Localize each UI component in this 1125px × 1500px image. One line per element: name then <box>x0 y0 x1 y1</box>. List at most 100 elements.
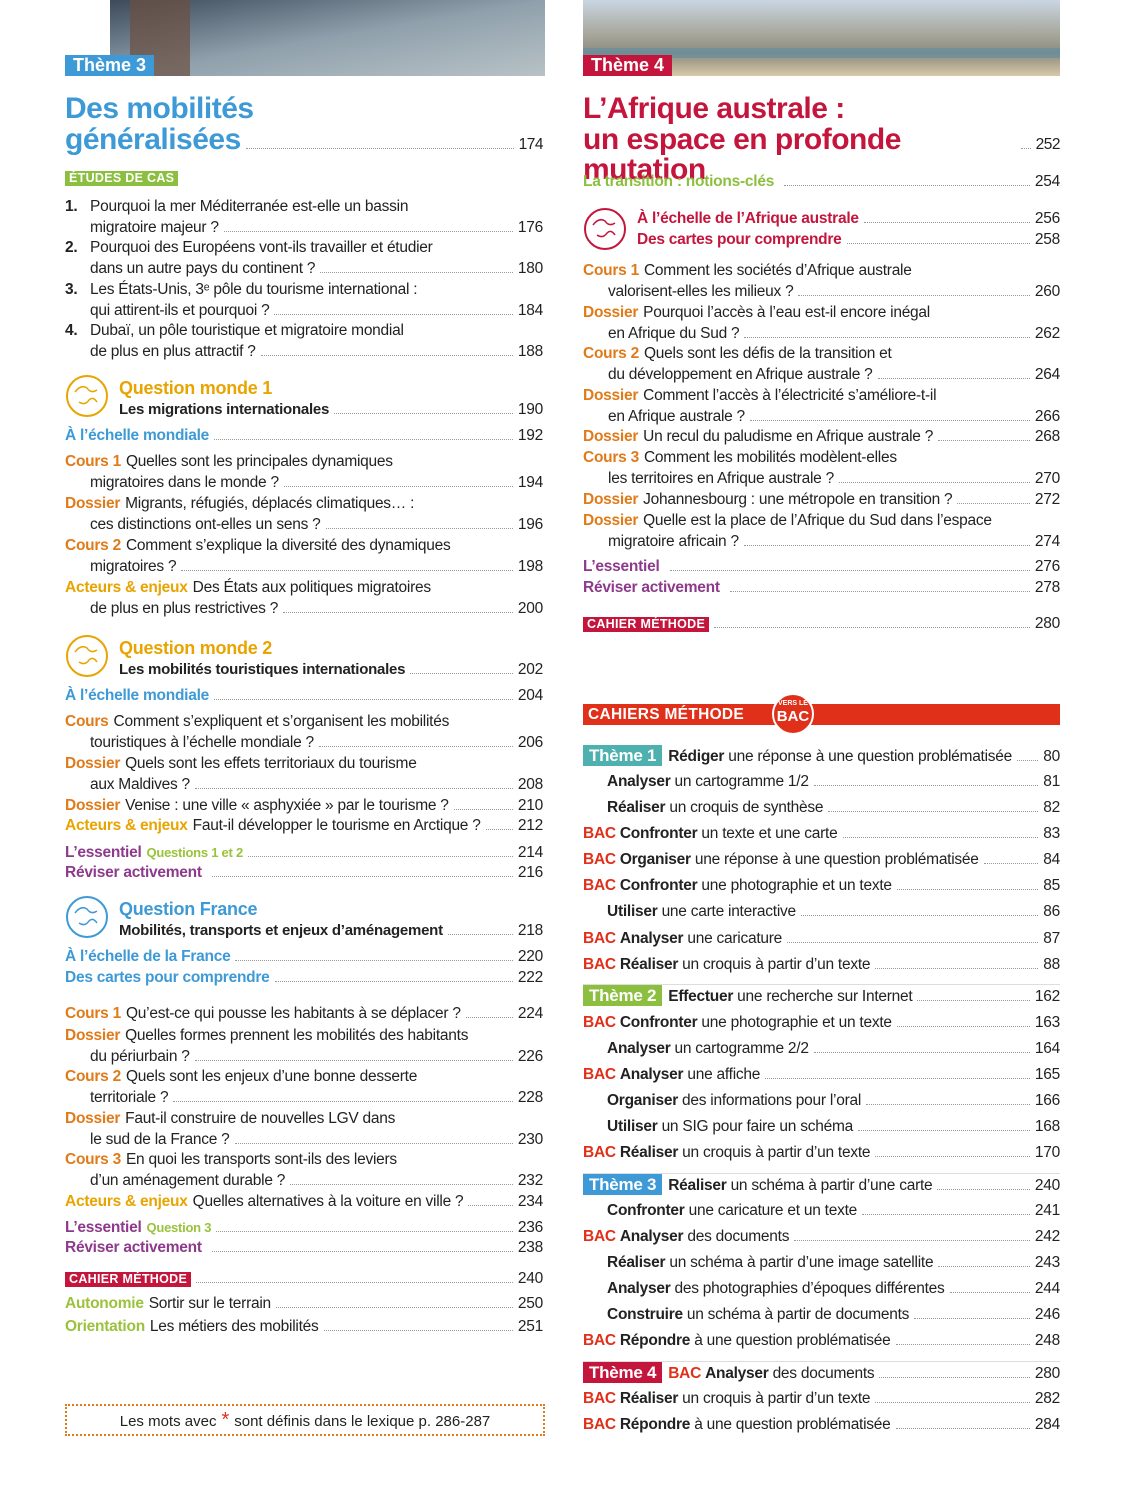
page-number: 280 <box>1034 1365 1060 1382</box>
toc-line: Cours Comment s’expliquent et s’organisen… <box>65 711 543 733</box>
toc-line: en Afrique australe ? 266 <box>608 406 1060 428</box>
method-text: une affiche <box>687 1066 761 1083</box>
dot-leader <box>875 1402 1030 1403</box>
page-number: 250 <box>517 1295 543 1312</box>
toc-line: valorisent-elles les milieux ? 260 <box>608 281 1060 303</box>
dot-leader <box>669 570 1030 571</box>
method-text: un croquis de synthèse <box>669 799 824 816</box>
dot-leader <box>957 503 1030 504</box>
globe-icon <box>66 635 108 677</box>
acteurs-label: Acteurs & enjeux <box>65 1193 188 1210</box>
item-text: Comment l’accès à l’électricité s’amélio… <box>643 387 937 404</box>
dot-leader <box>334 413 513 414</box>
toc-line: Cours 2 Comment s’explique la diversité d… <box>65 535 543 557</box>
item-text: Johannesbourg : une métropole en transit… <box>643 491 953 508</box>
method-verb: Organiser <box>619 851 691 868</box>
method-text: des documents <box>772 1365 875 1382</box>
item-text: Quelles alternatives à la voiture en vil… <box>192 1193 464 1210</box>
dot-leader <box>846 242 1030 244</box>
page-number: 268 <box>1034 428 1060 445</box>
dot-leader <box>749 419 1030 421</box>
method-verb: Rédiger <box>668 748 725 765</box>
page-number: 87 <box>1043 930 1060 947</box>
toc-line: Dossier Johannesbourg : une métropole en … <box>583 489 1060 511</box>
page-number: 83 <box>1043 825 1060 842</box>
icon-shape <box>74 906 98 926</box>
method-text: un croquis à partir d’un texte <box>682 1144 871 1161</box>
page-number: 234 <box>517 1193 543 1210</box>
dossier-label: Dossier <box>583 387 639 404</box>
toc-line: L’essentiel Questions 1 et 2 214 <box>65 842 543 864</box>
toc-line: le sud de la France ? 230 <box>90 1129 543 1151</box>
dot-leader <box>223 230 513 232</box>
toc-line: de plus en plus restrictives ? 200 <box>90 598 543 620</box>
icon-shape <box>592 218 616 238</box>
page-number: 162 <box>1034 988 1060 1005</box>
bac-label: BAC <box>583 956 616 973</box>
toc-line: Dossier Un recul du paludisme en Afrique … <box>583 426 1060 448</box>
cours-label: Cours 1 <box>65 453 121 470</box>
method-text: une carte interactive <box>661 903 797 920</box>
toc-line: À l’échelle mondiale 192 <box>65 425 543 447</box>
toc-line: migratoires dans le monde ? 194 <box>90 472 543 494</box>
dot-leader <box>447 934 513 935</box>
toc-line: À l’échelle de l’Afrique australe 256 <box>637 208 1060 230</box>
page-number: 190 <box>517 401 543 418</box>
page-number: 230 <box>517 1130 543 1148</box>
dot-leader <box>323 1330 513 1331</box>
title-text: L’Afrique australe : <box>583 92 845 125</box>
question-title: Question monde 2 <box>119 638 273 658</box>
item-text: Les États-Unis, 3ᵉ pôle du tourisme inte… <box>90 281 418 298</box>
reviser-label: Réviser activement <box>583 579 720 596</box>
question-subtitle: Mobilités, transports et enjeux d’aménag… <box>119 922 443 939</box>
toc-line: Réaliser un croquis de synthèse 82 <box>607 797 1060 819</box>
bac-label: BAC <box>583 877 616 894</box>
item-text: Comment s’expliquent et s’organisent les… <box>113 713 450 730</box>
dossier-label: Dossier <box>583 491 639 508</box>
toc-line: Cours 1 Comment les sociétés d’Afrique au… <box>583 260 1060 282</box>
dot-leader <box>828 811 1039 812</box>
dot-leader <box>216 1231 513 1232</box>
toc-line: Cours 3 Comment les mobilités modèlent-el… <box>583 447 1060 469</box>
item-text: Dubaï, un pôle touristique et migratoire… <box>90 322 404 339</box>
page-number: 174 <box>518 136 544 153</box>
title-line: L’Afrique australe : <box>583 94 1060 124</box>
dot-leader <box>938 440 1030 441</box>
toc-line: Dossier Quelles formes prennent les mobil… <box>65 1025 543 1047</box>
page-number: 210 <box>517 797 543 814</box>
dot-leader <box>465 1017 513 1018</box>
method-title: CAHIERS MÉTHODE <box>588 706 745 723</box>
item-text: Quelle est la place de l’Afrique du Sud … <box>643 512 992 529</box>
toc-line: Dossier Migrants, réfugiés, déplacés clim… <box>65 493 543 515</box>
page-number: 214 <box>517 844 543 861</box>
echelle-link: Des cartes pour comprendre <box>65 968 270 986</box>
toc-line: Thème 1 Rédiger une réponse à une question… <box>583 745 1060 767</box>
dot-leader <box>744 336 1030 338</box>
toc-line: Question France <box>119 898 543 920</box>
toc-line: Acteurs & enjeux Quelles alternatives à l… <box>65 1191 543 1213</box>
dot-leader <box>318 745 513 747</box>
bac-label: BAC <box>583 1332 616 1349</box>
page-number: 194 <box>517 473 543 491</box>
page-number: 284 <box>1034 1416 1060 1433</box>
toc-line: dans un autre pays du continent ? 180 <box>90 258 543 280</box>
dot-leader <box>214 699 513 700</box>
page-number: 180 <box>517 259 543 277</box>
page-number: 86 <box>1043 903 1060 920</box>
method-verb: Réaliser <box>607 799 666 816</box>
dot-leader <box>194 1059 513 1061</box>
dot-leader <box>895 1428 1030 1429</box>
icon-ring <box>66 375 108 417</box>
page-number: 244 <box>1034 1280 1060 1297</box>
item-text: Un recul du paludisme en Afrique austral… <box>643 428 934 445</box>
dot-leader <box>800 915 1039 916</box>
photo-sea <box>583 48 1060 58</box>
method-text: des informations pour l’oral <box>681 1092 862 1109</box>
method-text: une recherche sur Internet <box>737 988 913 1005</box>
section-heading: ÉTUDES DE CAS <box>65 171 179 186</box>
page-number: 88 <box>1043 956 1060 973</box>
item-text: Sortir sur le terrain <box>148 1295 271 1312</box>
bac-label: BAC <box>583 1014 616 1031</box>
